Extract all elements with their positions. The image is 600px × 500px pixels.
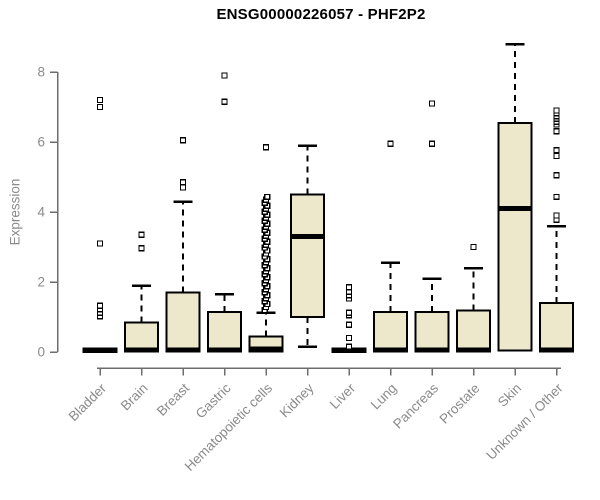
boxplot-pancreas-outlier <box>428 100 436 107</box>
boxplot-breast-outlier <box>179 184 187 191</box>
x-axis-label-gastric: Gastric <box>193 380 234 421</box>
boxplot-breast-outlier <box>179 179 187 186</box>
boxplot-lung-median <box>373 347 408 353</box>
boxplot-liver-outlier <box>345 321 353 328</box>
boxplot-bladder-outlier <box>96 103 104 111</box>
boxplot-bladder-outlier <box>96 302 104 309</box>
boxplot-unknown-other-median <box>539 347 574 353</box>
y-axis-tick-label: 6 <box>37 135 45 150</box>
boxplot-unknown-other-box <box>539 302 574 353</box>
boxplot-liver-outlier <box>345 334 353 342</box>
boxplot-pancreas-box <box>414 310 450 353</box>
boxplot-skin-box <box>497 121 533 352</box>
x-axis-label-kidney: Kidney <box>277 380 317 420</box>
x-axis-label-liver: Liver <box>327 380 359 412</box>
boxplot-prostate-outlier <box>470 243 477 251</box>
x-axis-label-brain: Brain <box>118 381 151 414</box>
boxplot-unknown-other-outlier <box>553 212 560 219</box>
boxplot-bladder-median <box>82 347 118 353</box>
boxplot-lung-box <box>373 310 408 353</box>
boxplot-breast-box <box>165 291 201 353</box>
y-axis-tick-label: 2 <box>37 275 45 290</box>
x-axis-label-pancreas: Pancreas <box>390 380 441 431</box>
boxplot-breast-median <box>165 347 201 353</box>
y-axis-tick-label: 8 <box>37 65 45 80</box>
x-axis-label-lung: Lung <box>368 381 400 413</box>
x-axis-label-bladder: Bladder <box>66 380 110 424</box>
boxplot-kidney-box <box>290 193 325 318</box>
boxplot-unknown-other-outlier <box>553 152 560 160</box>
boxplot-unknown-other-outlier <box>553 172 560 179</box>
boxplot-prostate-median <box>456 347 491 353</box>
boxplot-gastric-box <box>207 310 242 353</box>
boxplot-gastric-outlier <box>221 72 228 79</box>
boxplot-brain-median <box>124 347 159 353</box>
boxplot-gastric-outlier <box>221 98 228 105</box>
boxplot-hematopoietic-cells-outlier <box>264 193 271 201</box>
boxplot-hematopoietic-cells-median <box>248 346 284 352</box>
boxplot-breast-outlier <box>179 137 187 144</box>
boxplot-bladder-outlier <box>96 96 104 104</box>
boxplot-brain-outlier <box>138 244 145 252</box>
x-axis-label-breast: Breast <box>154 380 192 418</box>
y-axis-tick-label: 4 <box>37 205 45 220</box>
boxplot-unknown-other-outlier <box>553 146 560 154</box>
y-axis-tick-label: 0 <box>37 345 45 360</box>
boxplot-unknown-other-outlier <box>553 107 560 114</box>
boxplot-liver-median <box>331 347 367 353</box>
boxplot-gastric-median <box>207 347 242 353</box>
x-axis-label-prostate: Prostate <box>436 381 482 427</box>
boxplot-hematopoietic-cells-outlier <box>262 144 270 151</box>
x-axis-label-unknown-other: Unknown / Other <box>483 380 566 463</box>
boxplot-liver-outlier <box>345 309 353 316</box>
boxplot-unknown-other-outlier <box>553 193 560 201</box>
boxplot-brain-outlier <box>138 231 145 238</box>
boxplot-pancreas-median <box>414 347 450 353</box>
boxplot-bladder-outlier <box>96 240 104 247</box>
x-axis-label-skin: Skin <box>495 381 524 410</box>
boxplot-brain-box <box>124 321 159 353</box>
chart-title: ENSG00000226057 - PHF2P2 <box>216 6 426 23</box>
boxplot-lung-outlier <box>387 140 394 147</box>
boxplot-skin-median <box>497 206 533 211</box>
boxplot-liver-outlier <box>345 284 353 291</box>
boxplot-liver-outlier <box>345 343 353 350</box>
boxplot-kidney-median <box>290 234 325 239</box>
boxplot-pancreas-outlier <box>428 140 436 147</box>
boxplot-unknown-other-outlier <box>553 127 560 135</box>
boxplot-prostate-box <box>456 309 491 353</box>
